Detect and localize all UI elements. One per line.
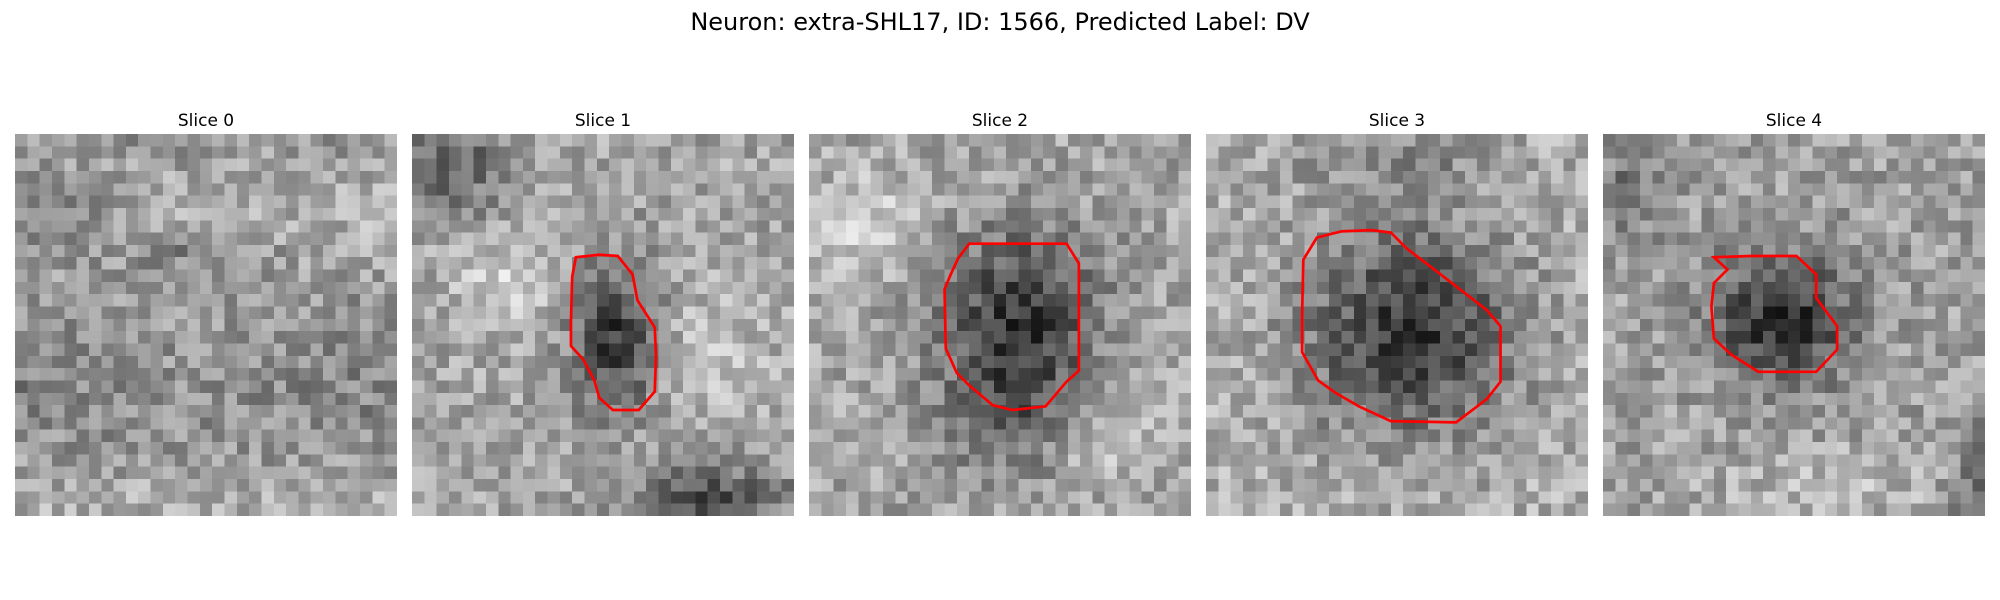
figure-title: Neuron: extra-SHL17, ID: 1566, Predicted…	[690, 8, 1310, 36]
slice-svg-3	[1206, 134, 1588, 516]
slice-title-4: Slice 4	[1765, 111, 1823, 131]
slice-svg-2	[809, 134, 1191, 516]
slice-panel-2: Slice 2	[809, 109, 1191, 516]
roi-contour-4	[1710, 254, 1839, 374]
slice-title-1: Slice 1	[574, 111, 632, 131]
roi-contour-2	[943, 242, 1081, 412]
slice-title-0: Slice 0	[177, 111, 235, 131]
slice-image-1	[412, 134, 794, 516]
slice-image-3	[1206, 134, 1588, 516]
slice-panel-3: Slice 3	[1206, 109, 1588, 516]
slice-image-4	[1603, 134, 1985, 516]
slice-panel-4: Slice 4	[1603, 109, 1985, 516]
slice-title-2: Slice 2	[971, 111, 1029, 131]
slice-panel-0: Slice 0	[15, 109, 397, 516]
slice-panel-1: Slice 1	[412, 109, 794, 516]
slice-svg-4	[1603, 134, 1985, 516]
roi-contour-1	[569, 253, 658, 412]
slice-svg-0	[15, 134, 397, 516]
slice-image-0	[15, 134, 397, 516]
slice-image-2	[809, 134, 1191, 516]
roi-contour-3	[1300, 228, 1502, 424]
slice-svg-1	[412, 134, 794, 516]
slice-title-3: Slice 3	[1368, 111, 1426, 131]
